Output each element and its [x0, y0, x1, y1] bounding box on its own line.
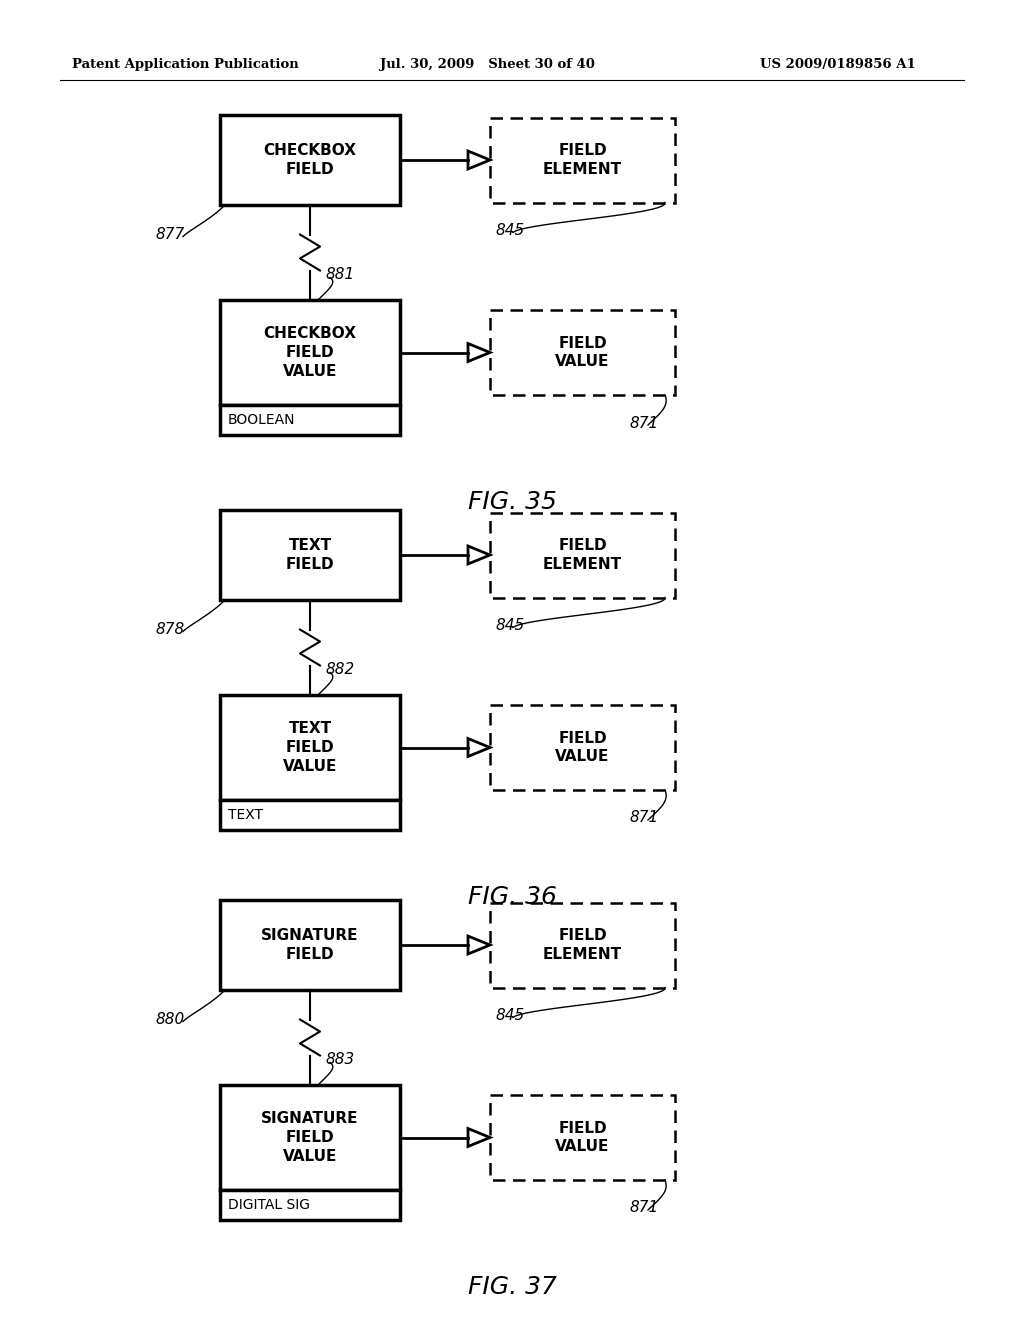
- Bar: [220, 510, 400, 601]
- Text: FIG. 36: FIG. 36: [468, 884, 556, 909]
- Bar: [220, 1191, 400, 1220]
- Bar: [220, 900, 400, 990]
- Text: TEXT: TEXT: [228, 808, 263, 822]
- Text: 871: 871: [630, 810, 659, 825]
- Bar: [490, 310, 675, 395]
- Text: FIG. 35: FIG. 35: [468, 490, 556, 513]
- Bar: [220, 696, 400, 800]
- Text: 871: 871: [630, 416, 659, 430]
- Bar: [490, 512, 675, 598]
- Bar: [220, 115, 400, 205]
- Bar: [220, 800, 400, 830]
- Text: SIGNATURE
FIELD: SIGNATURE FIELD: [261, 928, 358, 962]
- Text: FIELD
ELEMENT: FIELD ELEMENT: [543, 539, 622, 572]
- Text: FIELD
VALUE: FIELD VALUE: [555, 1121, 609, 1154]
- Text: DIGITAL SIG: DIGITAL SIG: [228, 1199, 310, 1212]
- Bar: [220, 300, 400, 405]
- Text: 882: 882: [325, 663, 354, 677]
- Text: 877: 877: [155, 227, 184, 242]
- Text: Jul. 30, 2009   Sheet 30 of 40: Jul. 30, 2009 Sheet 30 of 40: [380, 58, 595, 71]
- Text: FIELD
ELEMENT: FIELD ELEMENT: [543, 143, 622, 177]
- Text: TEXT
FIELD: TEXT FIELD: [286, 539, 334, 572]
- Text: CHECKBOX
FIELD
VALUE: CHECKBOX FIELD VALUE: [263, 326, 356, 379]
- Text: CHECKBOX
FIELD: CHECKBOX FIELD: [263, 143, 356, 177]
- Text: 881: 881: [325, 267, 354, 282]
- Bar: [490, 903, 675, 987]
- Text: 883: 883: [325, 1052, 354, 1067]
- Bar: [490, 117, 675, 202]
- Text: FIELD
VALUE: FIELD VALUE: [555, 731, 609, 764]
- Text: Patent Application Publication: Patent Application Publication: [72, 58, 299, 71]
- Text: 845: 845: [495, 223, 524, 238]
- Text: FIELD
ELEMENT: FIELD ELEMENT: [543, 928, 622, 962]
- Text: TEXT
FIELD
VALUE: TEXT FIELD VALUE: [283, 722, 337, 774]
- Text: 845: 845: [495, 618, 524, 634]
- Text: 878: 878: [155, 622, 184, 638]
- Text: US 2009/0189856 A1: US 2009/0189856 A1: [760, 58, 915, 71]
- Text: 845: 845: [495, 1008, 524, 1023]
- Text: FIELD
VALUE: FIELD VALUE: [555, 335, 609, 370]
- Text: FIG. 37: FIG. 37: [468, 1275, 556, 1299]
- Text: BOOLEAN: BOOLEAN: [228, 413, 296, 426]
- Text: 871: 871: [630, 1200, 659, 1216]
- Bar: [220, 405, 400, 436]
- Bar: [490, 1096, 675, 1180]
- Text: SIGNATURE
FIELD
VALUE: SIGNATURE FIELD VALUE: [261, 1111, 358, 1164]
- Text: 880: 880: [155, 1012, 184, 1027]
- Bar: [220, 1085, 400, 1191]
- Bar: [490, 705, 675, 789]
